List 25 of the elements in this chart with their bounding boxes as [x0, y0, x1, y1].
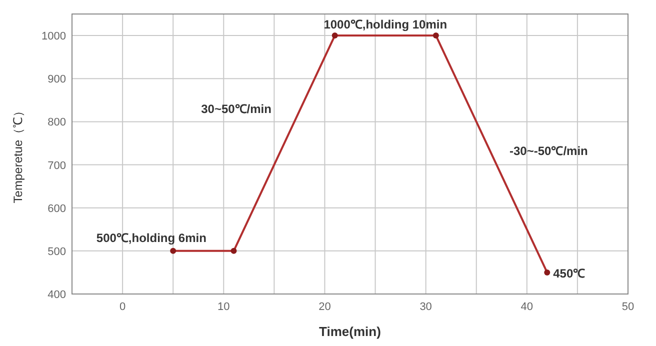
x-tick-label: 10 — [218, 301, 230, 313]
y-tick-label: 500 — [48, 246, 66, 258]
annotation: 30~50℃/min — [201, 102, 272, 116]
x-axis-title: Time(min) — [319, 324, 381, 339]
point — [544, 269, 550, 276]
y-tick-label: 800 — [48, 116, 66, 129]
y-tick-label: 900 — [48, 74, 66, 86]
y-tick-label: 600 — [48, 202, 66, 215]
x-tick-label: 20 — [318, 301, 331, 313]
annotation: 450℃ — [553, 266, 586, 280]
y-tick-label: 700 — [48, 160, 66, 172]
annotation: 1000℃,holding 10min — [324, 18, 448, 32]
annotation: -30~-50℃/min — [510, 144, 588, 158]
x-tick-label: 0 — [119, 301, 126, 313]
y-tick-label: 1000 — [42, 30, 66, 43]
x-tick-label: 30 — [420, 301, 432, 313]
x-tick-label: 40 — [520, 301, 534, 313]
point — [432, 32, 439, 39]
point — [332, 32, 338, 39]
y-axis-title: Temperetue（℃） — [11, 104, 25, 204]
point — [230, 248, 237, 254]
y-tick-label: 400 — [48, 289, 66, 301]
point — [170, 248, 176, 254]
x-tick-label: 50 — [622, 301, 634, 313]
annotation: 500℃,holding 6min — [96, 230, 206, 245]
